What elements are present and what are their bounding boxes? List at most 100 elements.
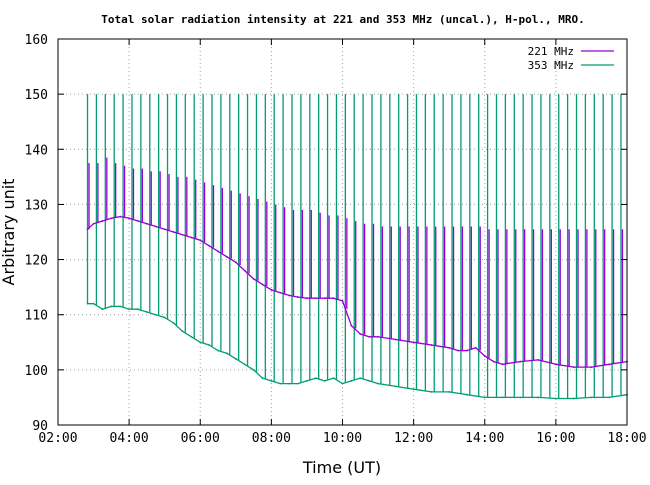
series-353-line-point <box>252 368 255 371</box>
series-221-line-point <box>154 225 157 228</box>
series-221-line-point <box>128 217 131 220</box>
series-221-line-point <box>350 324 353 327</box>
series-353-line-point <box>146 311 148 313</box>
series-353-line-point <box>359 377 362 380</box>
series-221-line-point <box>314 297 317 300</box>
series-221-line-point <box>492 360 495 363</box>
series-221-line-point <box>190 236 193 239</box>
legend-label: 353 MHz <box>528 59 574 72</box>
series-221-line-point <box>288 294 291 297</box>
series-353-line-point <box>430 391 433 393</box>
series-221-line-point <box>608 363 611 366</box>
series-221-line-point <box>297 296 299 298</box>
series-353-line-point <box>448 391 451 393</box>
series-221-line-point <box>412 341 415 344</box>
series-221-line-point <box>92 222 95 225</box>
y-tick-label: 110 <box>25 309 48 324</box>
series-353-line-point <box>590 396 593 399</box>
series-353-line-point <box>279 382 282 385</box>
series-221-line-point <box>119 215 122 218</box>
series-353-line-point <box>190 335 193 338</box>
x-tick-label: 10:00 <box>323 431 362 446</box>
series-353-line-point <box>208 344 211 346</box>
series-221-line-point <box>466 349 468 352</box>
y-tick-label: 160 <box>25 33 48 48</box>
series-221-line-point <box>448 346 451 349</box>
series-221-line-point <box>137 220 139 222</box>
legend-label: 221 MHz <box>528 45 574 58</box>
x-tick-label: 02:00 <box>38 431 77 446</box>
series-221-line-point <box>181 233 184 236</box>
series-353-line-point <box>154 313 157 316</box>
series-353-line-point <box>608 396 611 399</box>
series-221-line-point <box>234 261 237 264</box>
series-221-line-point <box>341 300 344 302</box>
series-221-line-point <box>306 297 308 300</box>
series-221-line-point <box>217 250 219 253</box>
x-axis-label: Time (UT) <box>302 458 381 477</box>
series-353-line-point <box>226 352 228 355</box>
series-353-line-point <box>172 322 175 324</box>
series-353-line-point <box>86 302 89 305</box>
series-221-line-point <box>270 289 273 291</box>
series-353-line-point <box>412 388 415 391</box>
series-221-line-point <box>501 363 504 366</box>
series-221-line-point <box>110 217 113 220</box>
series-353-line-point <box>110 305 113 308</box>
tick-layer: 02:00 04:00 06:00 08:00 10:00 12:00 14:00 16:00… <box>25 33 647 446</box>
y-tick-label: 90 <box>32 419 48 434</box>
series-221-line-point <box>252 277 255 280</box>
series-353-line-point <box>501 396 504 399</box>
y-tick-label: 130 <box>25 198 48 213</box>
series-221-line-point <box>519 360 522 363</box>
x-tick-label: 16:00 <box>536 431 575 446</box>
x-tick-label: 18:00 <box>607 431 646 446</box>
series-353-line-point <box>243 363 246 366</box>
y-tick-label: 150 <box>25 88 48 103</box>
series-353-line-point <box>297 382 299 385</box>
series-221-line-point <box>554 363 557 366</box>
series-353-line-point <box>554 397 557 400</box>
x-tick-label: 12:00 <box>394 431 433 446</box>
series-221-line-point <box>457 349 459 352</box>
series-221-line-point <box>226 255 228 258</box>
series-353-line-point <box>128 308 131 311</box>
series-221-line-point <box>199 239 202 242</box>
series-353-line-point <box>199 341 202 344</box>
series-353-line-point <box>519 396 522 399</box>
series-353-line-point <box>332 377 335 380</box>
y-tick-label: 100 <box>25 364 48 379</box>
series-353-line-point <box>323 379 326 382</box>
series-221-line-point <box>332 297 335 300</box>
series-353-line-point <box>306 379 308 382</box>
x-tick-label: 14:00 <box>465 431 504 446</box>
series-221-line-point <box>172 231 175 233</box>
x-tick-label: 06:00 <box>181 431 220 446</box>
series-353-line-point <box>572 397 575 400</box>
series-353-line-point <box>394 385 397 388</box>
series-353-line-point <box>368 379 371 382</box>
series-353-line-point <box>234 357 237 360</box>
series-layer <box>86 94 628 400</box>
y-tick-label: 120 <box>25 254 48 269</box>
chart-title: Total solar radiation intensity at 221 a… <box>101 13 584 26</box>
series-353-line-point <box>314 377 317 380</box>
x-tick-label: 04:00 <box>110 431 149 446</box>
series-221-line-point <box>243 269 246 272</box>
series-221-line-point <box>323 297 326 300</box>
series-353-line-point <box>217 349 219 352</box>
series-353-line-point <box>483 396 486 399</box>
series-221-line-point <box>474 346 477 349</box>
series-353-line-point <box>288 382 291 385</box>
series-221-line-point <box>537 359 539 361</box>
series-221-line-point <box>590 366 593 368</box>
series-221-line-point <box>101 220 104 222</box>
series-353-line-point <box>92 302 95 305</box>
y-axis-label: Arbitrary unit <box>0 179 18 286</box>
series-353-line-point <box>181 330 184 333</box>
series-221-line-point <box>394 338 397 341</box>
series-353-line-point <box>163 316 166 319</box>
